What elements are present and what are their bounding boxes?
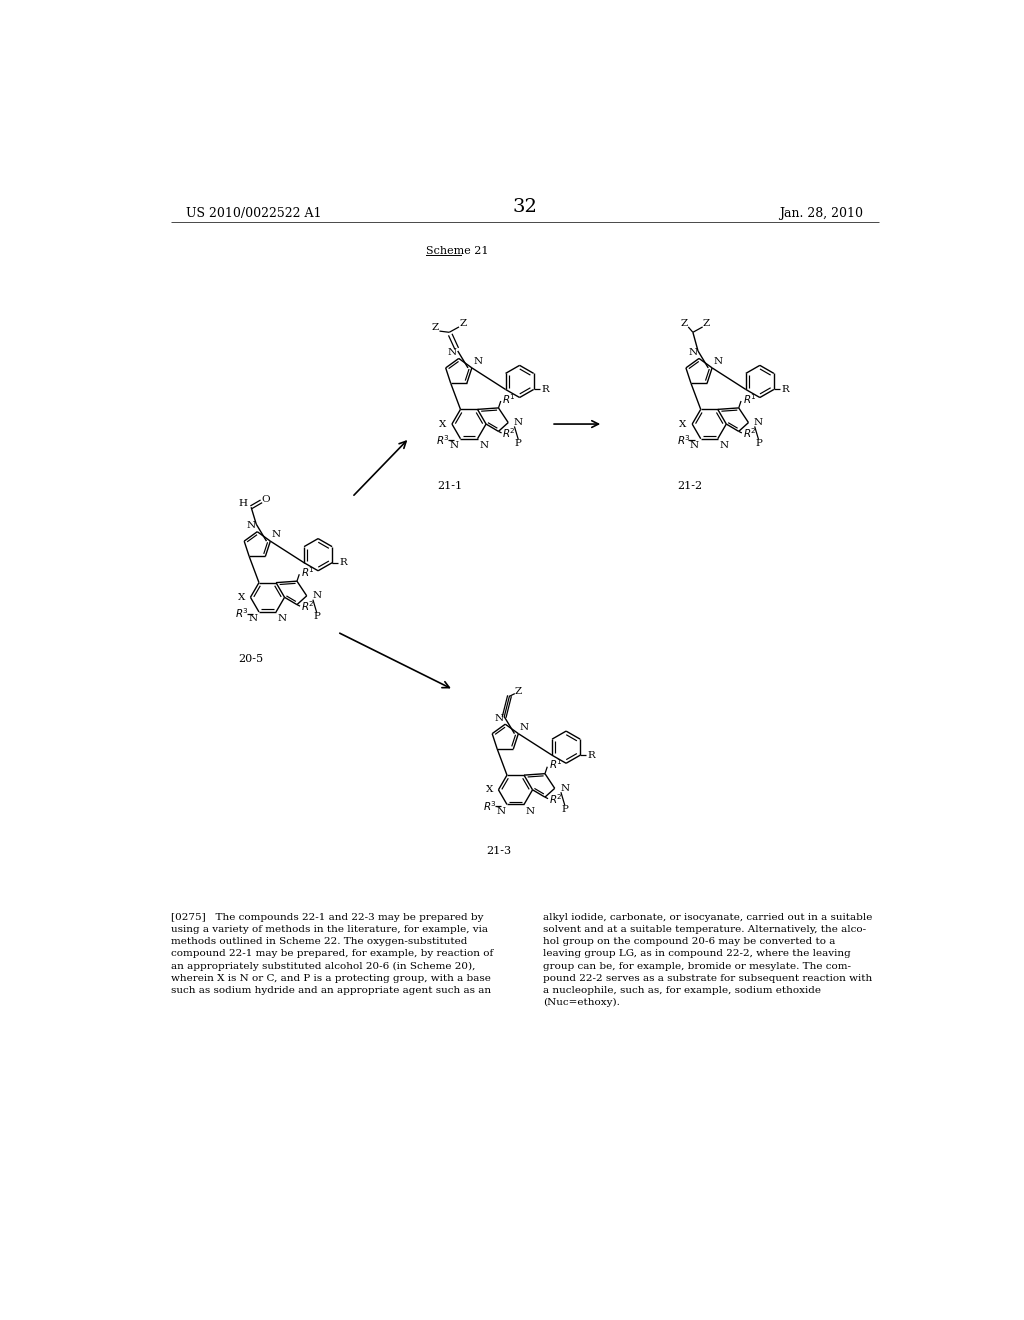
Text: $R^2$: $R^2$ bbox=[503, 426, 516, 440]
Text: [0275]   The compounds 22-1 and 22-3 may be prepared by
using a variety of metho: [0275] The compounds 22-1 and 22-3 may b… bbox=[171, 913, 493, 995]
Text: N: N bbox=[450, 441, 459, 450]
Text: 21-3: 21-3 bbox=[485, 846, 511, 857]
Text: O: O bbox=[261, 495, 269, 503]
Text: Z: Z bbox=[681, 319, 688, 329]
Text: R: R bbox=[340, 558, 347, 568]
Text: 32: 32 bbox=[512, 198, 538, 216]
Text: 21-1: 21-1 bbox=[437, 480, 462, 491]
Text: $R^3$: $R^3$ bbox=[677, 433, 691, 447]
Text: $R^1$: $R^1$ bbox=[503, 392, 516, 405]
Text: N: N bbox=[449, 347, 457, 356]
Text: X: X bbox=[485, 785, 493, 795]
Text: N: N bbox=[525, 807, 535, 816]
Text: P: P bbox=[561, 805, 568, 813]
Text: N: N bbox=[560, 784, 569, 793]
Text: 21-2: 21-2 bbox=[677, 480, 702, 491]
Text: $R^1$: $R^1$ bbox=[742, 392, 757, 405]
Text: N: N bbox=[720, 441, 728, 450]
Text: Z: Z bbox=[459, 319, 467, 329]
Text: $R^1$: $R^1$ bbox=[301, 565, 314, 579]
Text: N: N bbox=[278, 614, 287, 623]
Text: Scheme 21: Scheme 21 bbox=[426, 246, 488, 256]
Text: $R^2$: $R^2$ bbox=[301, 599, 314, 612]
Text: $R^1$: $R^1$ bbox=[549, 758, 563, 771]
Text: N: N bbox=[690, 441, 699, 450]
Text: P: P bbox=[755, 438, 762, 447]
Text: $R^2$: $R^2$ bbox=[549, 792, 562, 805]
Text: N: N bbox=[688, 347, 697, 356]
Text: P: P bbox=[515, 438, 521, 447]
Text: P: P bbox=[313, 612, 321, 622]
Text: $R^3$: $R^3$ bbox=[436, 433, 451, 447]
Text: X: X bbox=[439, 420, 446, 429]
Text: Jan. 28, 2010: Jan. 28, 2010 bbox=[779, 207, 863, 220]
Text: N: N bbox=[754, 418, 763, 428]
Text: R: R bbox=[542, 385, 549, 393]
Text: N: N bbox=[312, 591, 322, 601]
Text: $R^2$: $R^2$ bbox=[742, 426, 757, 440]
Text: N: N bbox=[248, 614, 257, 623]
Text: Z: Z bbox=[432, 322, 439, 331]
Text: N: N bbox=[520, 723, 529, 733]
Text: N: N bbox=[714, 358, 723, 366]
Text: US 2010/0022522 A1: US 2010/0022522 A1 bbox=[186, 207, 322, 220]
Text: N: N bbox=[479, 441, 488, 450]
Text: $R^3$: $R^3$ bbox=[483, 799, 497, 813]
Text: N: N bbox=[247, 521, 256, 531]
Text: N: N bbox=[497, 807, 505, 816]
Text: 20-5: 20-5 bbox=[238, 653, 263, 664]
Text: N: N bbox=[495, 714, 504, 722]
Text: Z: Z bbox=[702, 319, 711, 329]
Text: R: R bbox=[781, 385, 790, 393]
Text: N: N bbox=[514, 418, 523, 428]
Text: X: X bbox=[679, 420, 686, 429]
Text: alkyl iodide, carbonate, or isocyanate, carried out in a suitable
solvent and at: alkyl iodide, carbonate, or isocyanate, … bbox=[543, 913, 872, 1007]
Text: Z: Z bbox=[514, 686, 521, 696]
Text: N: N bbox=[272, 531, 282, 540]
Text: R: R bbox=[588, 751, 596, 760]
Text: X: X bbox=[238, 593, 245, 602]
Text: $R^3$: $R^3$ bbox=[234, 607, 249, 620]
Text: H: H bbox=[239, 499, 247, 508]
Text: N: N bbox=[473, 358, 482, 366]
